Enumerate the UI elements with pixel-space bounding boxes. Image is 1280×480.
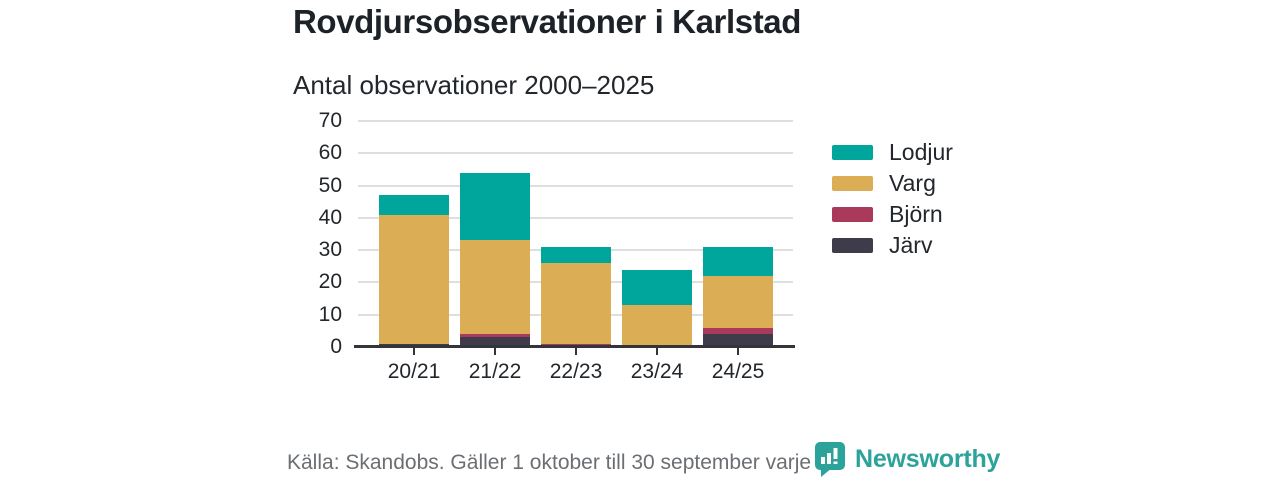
gridline — [358, 152, 793, 155]
bar-segment — [541, 263, 611, 344]
bar-segment — [460, 240, 530, 335]
y-tick-label: 40 — [318, 205, 342, 229]
legend-label: Järv — [889, 232, 933, 258]
bar-segment — [460, 334, 530, 338]
x-tick-label: 23/24 — [630, 360, 684, 383]
chart-subtitle: Antal observationer 2000–2025 — [293, 70, 655, 100]
x-tick-mark — [575, 348, 577, 355]
legend: Lodjur Varg Björn Järv — [832, 137, 953, 261]
x-tick-label: 24/25 — [711, 360, 765, 383]
bar-segment — [541, 246, 611, 264]
x-tick-label: 22/23 — [549, 360, 603, 383]
x-tick-mark — [494, 348, 496, 355]
y-tick-label: 70 — [318, 109, 342, 132]
bar-segment — [703, 246, 773, 276]
bar-segment — [703, 275, 773, 328]
bar-segment — [622, 305, 692, 347]
legend-swatch — [832, 238, 873, 253]
chart-title: Rovdjursobservationer i Karlstad — [293, 3, 802, 40]
brand-name: Newsworthy — [855, 445, 1001, 473]
legend-item: Björn — [832, 199, 953, 230]
x-tick-label: 20/21 — [387, 360, 441, 383]
y-tick-label: 10 — [318, 302, 342, 326]
legend-swatch — [832, 176, 873, 191]
legend-label: Björn — [889, 201, 943, 227]
bar-segment — [460, 172, 530, 241]
gridline — [358, 184, 793, 187]
plot-area — [358, 120, 793, 347]
x-tick-mark — [413, 348, 415, 355]
y-tick-label: 0 — [330, 335, 342, 358]
legend-swatch — [832, 207, 873, 222]
bar-segment — [460, 337, 530, 347]
legend-item: Lodjur — [832, 137, 953, 168]
y-tick-label: 50 — [318, 173, 342, 197]
y-tick-label: 30 — [318, 238, 342, 262]
legend-label: Lodjur — [889, 139, 953, 165]
brand: Newsworthy — [814, 441, 1000, 478]
gridline — [358, 120, 793, 122]
gridline — [358, 216, 793, 219]
legend-swatch — [832, 145, 873, 160]
y-tick-label: 20 — [318, 270, 342, 294]
x-axis-line — [354, 345, 795, 348]
bar-segment — [379, 195, 449, 215]
x-tick-mark — [656, 348, 658, 355]
legend-item: Varg — [832, 168, 953, 199]
stacked-bar — [379, 195, 449, 347]
y-tick-label: 60 — [318, 141, 342, 165]
x-axis-labels: 20/21 21/22 22/23 23/24 24/25 — [358, 348, 793, 393]
stacked-bar — [541, 246, 611, 347]
legend-label: Varg — [889, 170, 936, 196]
stacked-bar — [622, 269, 692, 347]
newsworthy-logo-icon — [815, 442, 845, 477]
stacked-bar — [460, 172, 530, 347]
x-tick-label: 21/22 — [468, 360, 522, 383]
y-axis-labels: 0 10 20 30 40 50 60 70 — [270, 110, 342, 358]
stacked-bar — [703, 246, 773, 347]
bar-segment — [703, 334, 773, 347]
source-note: Källa: Skandobs. Gäller 1 oktober till 3… — [287, 451, 841, 474]
legend-item: Järv — [832, 230, 953, 261]
x-tick-mark — [737, 348, 739, 355]
bar-segment — [379, 214, 449, 344]
bar-segment — [622, 269, 692, 306]
bar-segment — [703, 327, 773, 335]
